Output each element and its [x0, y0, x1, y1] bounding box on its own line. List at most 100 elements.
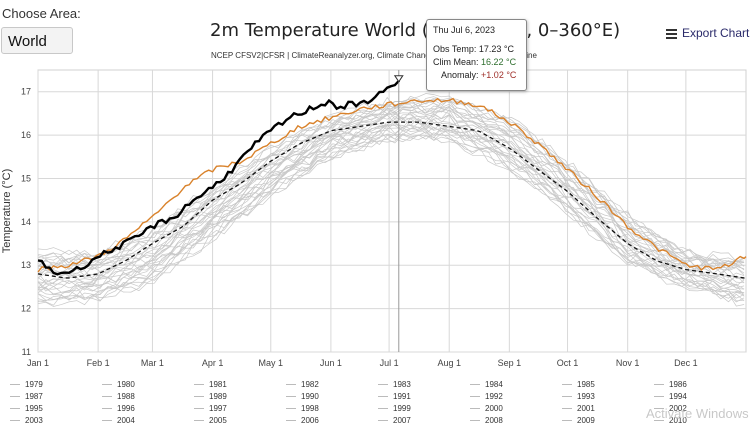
legend-item-2008[interactable]: 2008 [470, 416, 503, 425]
legend-label: 2001 [577, 404, 595, 413]
legend-swatch [10, 384, 20, 385]
past-year-line [37, 132, 745, 306]
legend-item-1990[interactable]: 1990 [286, 392, 319, 401]
hover-marker [393, 75, 404, 83]
area-select[interactable]: World [1, 27, 73, 54]
legend-item-1986[interactable]: 1986 [654, 380, 687, 389]
past-year-line [37, 102, 745, 271]
y-tick-label: 12 [21, 304, 31, 314]
legend-item-1981[interactable]: 1981 [194, 380, 227, 389]
legend-item-1998[interactable]: 1998 [286, 404, 319, 413]
legend-label: 1990 [301, 392, 319, 401]
legend-swatch [10, 420, 20, 421]
legend-swatch [562, 420, 572, 421]
legend-label: 1983 [393, 380, 411, 389]
legend-item-2003[interactable]: 2003 [10, 416, 43, 425]
x-tick-label: Aug 1 [437, 358, 461, 368]
legend-label: 2002 [669, 404, 687, 413]
y-axis-label: Temperature (°C) [1, 169, 13, 253]
legend-swatch [286, 420, 296, 421]
legend-item-2001[interactable]: 2001 [562, 404, 595, 413]
plot-area [37, 69, 747, 353]
legend-swatch [470, 384, 480, 385]
x-tick-label: Mar 1 [141, 358, 164, 368]
legend-swatch [194, 408, 204, 409]
legend-swatch [10, 396, 20, 397]
past-year-line [37, 131, 745, 303]
legend-label: 1984 [485, 380, 503, 389]
legend-item-2006[interactable]: 2006 [286, 416, 319, 425]
legend-item-2007[interactable]: 2007 [378, 416, 411, 425]
legend-swatch [194, 384, 204, 385]
legend-swatch [562, 408, 572, 409]
y-tick-label: 17 [21, 87, 31, 97]
legend-item-1999[interactable]: 1999 [378, 404, 411, 413]
choose-area-label: Choose Area: [2, 6, 81, 21]
legend-item-2005[interactable]: 2005 [194, 416, 227, 425]
y-tick-label: 11 [22, 347, 31, 357]
legend-item-1984[interactable]: 1984 [470, 380, 503, 389]
legend-label: 1992 [485, 392, 503, 401]
legend-swatch [102, 396, 112, 397]
legend-item-1994[interactable]: 1994 [654, 392, 687, 401]
x-tick-label: Jan 1 [27, 358, 49, 368]
legend-item-1996[interactable]: 1996 [102, 404, 135, 413]
tooltip-date: Thu Jul 6, 2023 [433, 25, 496, 35]
legend-swatch [470, 396, 480, 397]
legend-item-2004[interactable]: 2004 [102, 416, 135, 425]
x-tick-label: Nov 1 [616, 358, 640, 368]
past-year-line [37, 114, 745, 284]
export-chart-button[interactable]: Export Chart [666, 26, 749, 40]
x-tick-label: Jul 1 [380, 358, 399, 368]
legend-swatch [102, 384, 112, 385]
legend-swatch [286, 408, 296, 409]
past-year-line [37, 115, 745, 288]
series-line-2016 [37, 97, 747, 273]
tooltip-obs-label: Obs Temp: [433, 44, 477, 54]
legend-item-2009[interactable]: 2009 [562, 416, 595, 425]
chart-tooltip: Thu Jul 6, 2023 Obs Temp: 17.23 °C Clim … [426, 19, 527, 91]
legend-item-1993[interactable]: 1993 [562, 392, 595, 401]
legend-item-1989[interactable]: 1989 [194, 392, 227, 401]
legend-swatch [470, 420, 480, 421]
legend-item-2010[interactable]: 2010 [654, 416, 687, 425]
past-year-line [37, 121, 745, 294]
past-year-line [37, 118, 745, 289]
legend-label: 2005 [209, 416, 227, 425]
legend-item-2000[interactable]: 2000 [470, 404, 503, 413]
legend-item-1985[interactable]: 1985 [562, 380, 595, 389]
legend-swatch [378, 420, 388, 421]
tooltip-clim-row: Clim Mean: 16.22 °C [433, 57, 520, 67]
x-tick-label: Jun 1 [320, 358, 342, 368]
legend-item-1979[interactable]: 1979 [10, 380, 43, 389]
legend-swatch [562, 396, 572, 397]
legend-label: 1995 [25, 404, 43, 413]
tooltip-anomaly-label: Anomaly: [441, 70, 479, 80]
legend-label: 1991 [393, 392, 411, 401]
past-year-line [37, 105, 745, 276]
legend-item-1997[interactable]: 1997 [194, 404, 227, 413]
past-year-line [37, 124, 745, 296]
legend-label: 1998 [301, 404, 319, 413]
chart-subtitle: NCEP CFSV2|CFSR | ClimateReanalyzer.org,… [211, 51, 537, 60]
legend-item-1995[interactable]: 1995 [10, 404, 43, 413]
legend-item-1988[interactable]: 1988 [102, 392, 135, 401]
legend-item-2002[interactable]: 2002 [654, 404, 687, 413]
legend-item-1992[interactable]: 1992 [470, 392, 503, 401]
y-tick-label: 13 [21, 260, 31, 270]
past-year-line [37, 124, 745, 297]
y-tick-label: 14 [21, 217, 31, 227]
legend-item-1991[interactable]: 1991 [378, 392, 411, 401]
legend-label: 2007 [393, 416, 411, 425]
legend-item-1980[interactable]: 1980 [102, 380, 135, 389]
legend-label: 1988 [117, 392, 135, 401]
temperature-chart[interactable]: 11 12 13 14 15 16 17 Jan 1 Feb 1 Mar 1 Apr 1 May 1 J… [0, 0, 750, 380]
legend-item-1982[interactable]: 1982 [286, 380, 319, 389]
legend-swatch [378, 396, 388, 397]
legend-label: 1980 [117, 380, 135, 389]
x-tick-label: May 1 [259, 358, 284, 368]
legend-item-1983[interactable]: 1983 [378, 380, 411, 389]
legend-item-1987[interactable]: 1987 [10, 392, 43, 401]
x-tick-label: Oct 1 [557, 358, 579, 368]
legend-label: 2008 [485, 416, 503, 425]
